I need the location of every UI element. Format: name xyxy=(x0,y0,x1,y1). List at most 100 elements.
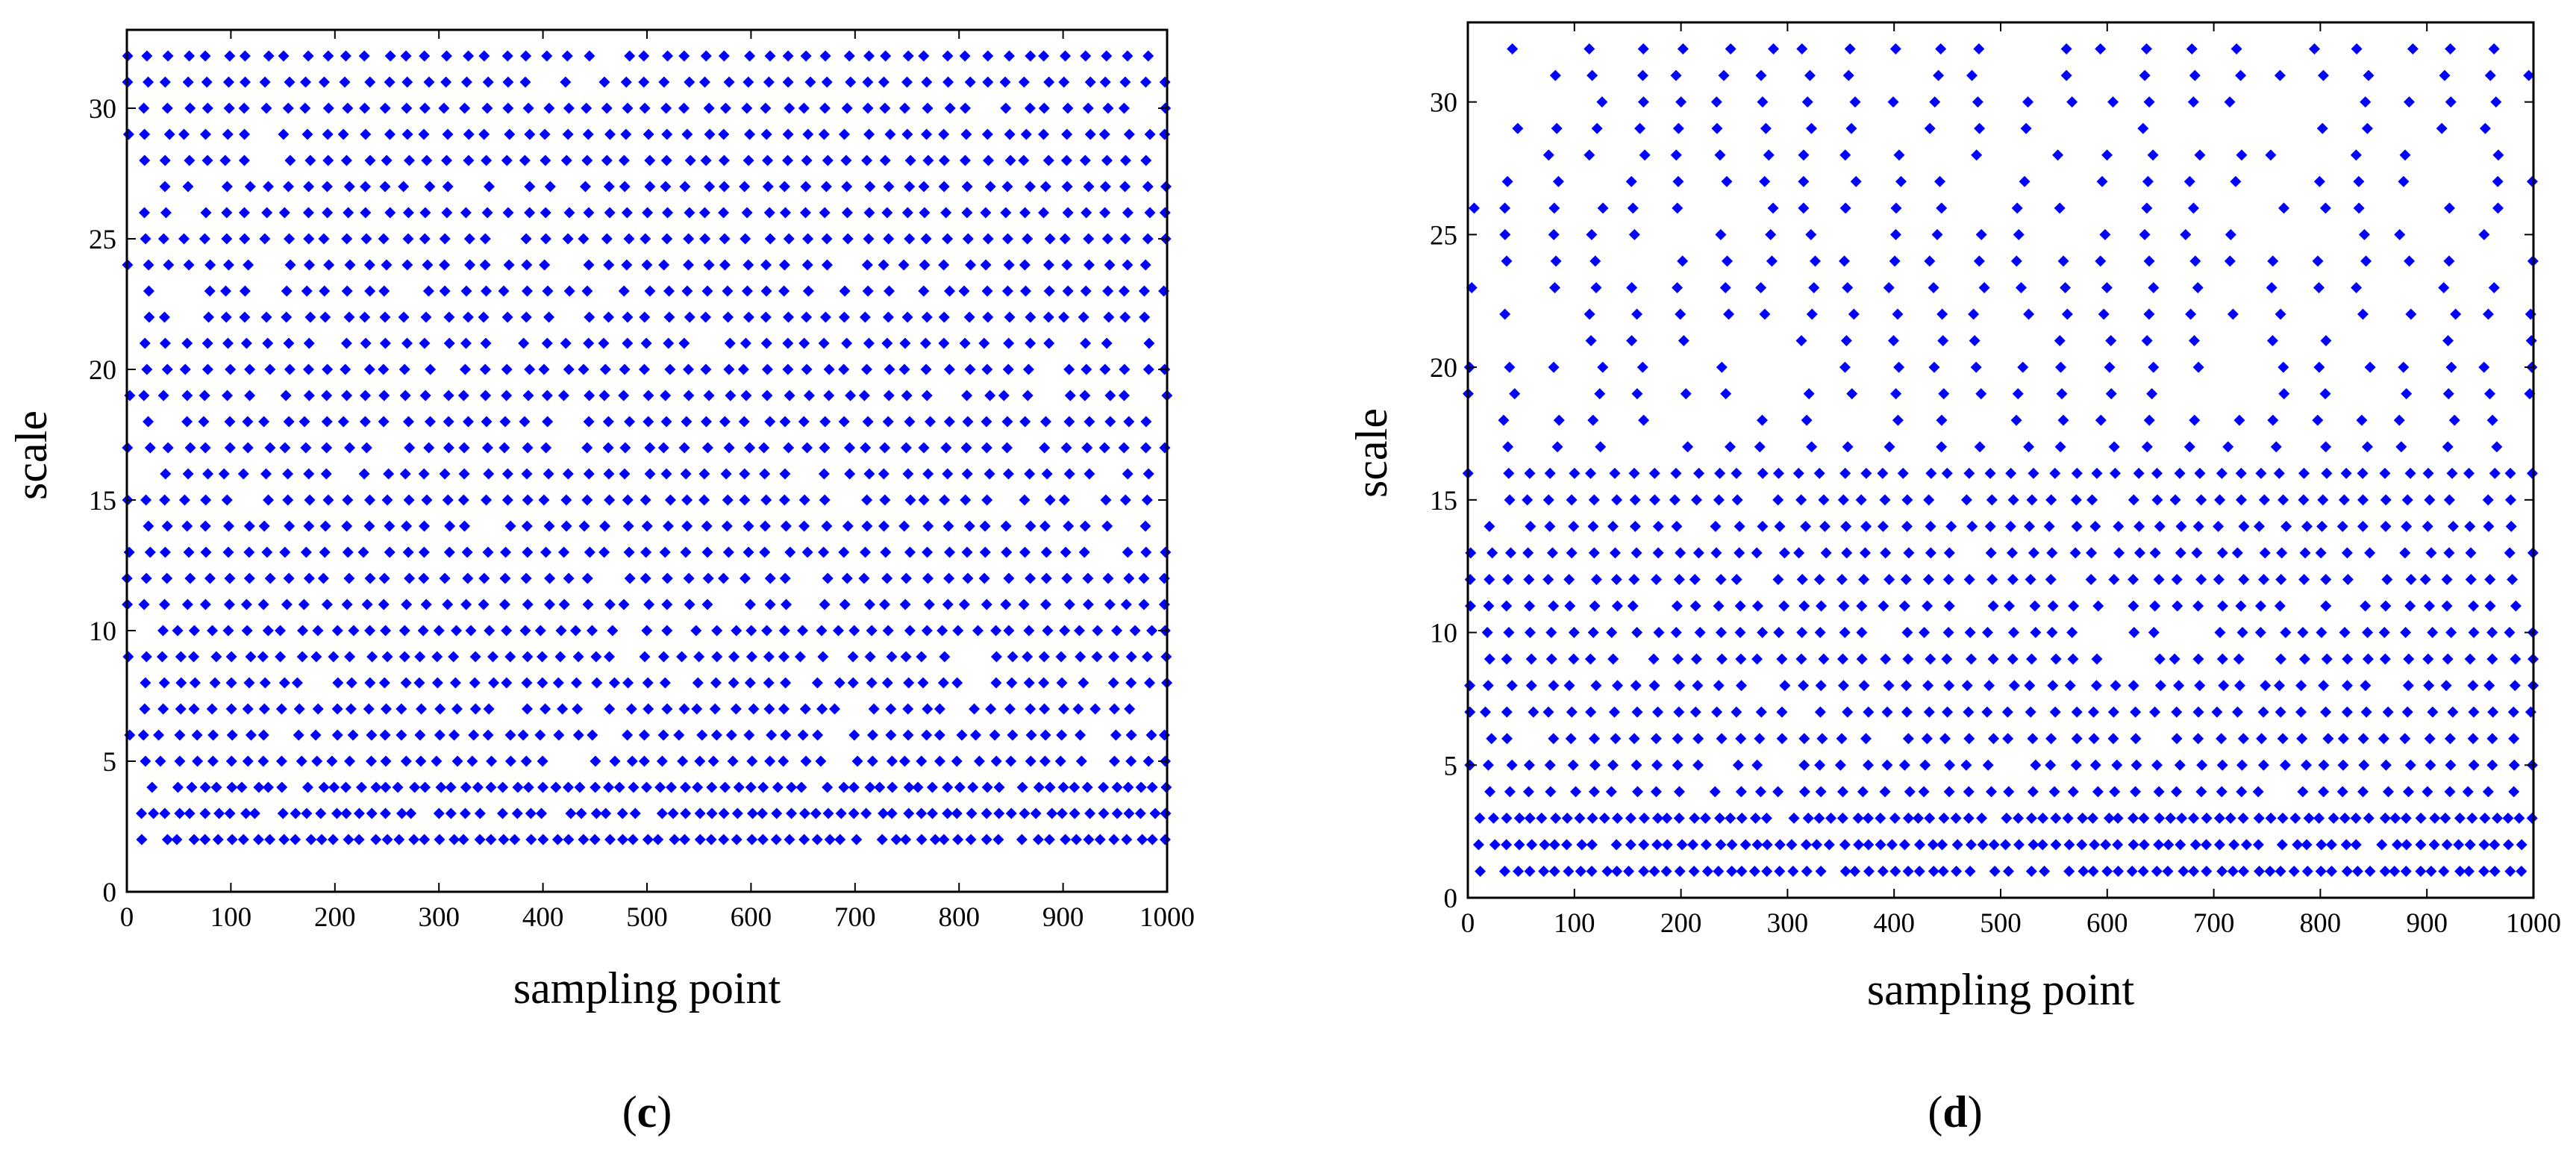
scatter-point xyxy=(1060,154,1072,166)
scatter-point xyxy=(1793,547,1805,559)
scatter-point xyxy=(1588,494,1600,506)
scatter-point xyxy=(360,207,372,219)
scatter-point xyxy=(243,677,255,689)
scatter-point xyxy=(574,781,586,793)
scatter-point xyxy=(2254,865,2266,877)
scatter-point xyxy=(522,599,534,610)
scatter-point xyxy=(1811,839,1823,851)
scatter-point xyxy=(832,625,844,637)
scatter-point xyxy=(622,311,634,323)
scatter-point xyxy=(379,729,391,741)
scatter-point xyxy=(2315,865,2327,877)
scatter-point xyxy=(860,363,872,375)
scatter-point xyxy=(616,807,628,819)
scatter-point xyxy=(139,207,151,219)
scatter-point xyxy=(1104,599,1116,610)
scatter-point xyxy=(480,337,492,349)
scatter-point xyxy=(848,729,860,741)
scatter-point xyxy=(343,181,355,193)
scatter-point xyxy=(378,363,390,375)
scatter-point xyxy=(343,834,354,846)
scatter-point xyxy=(1123,807,1135,819)
scatter-point xyxy=(2278,388,2290,400)
scatter-point xyxy=(486,755,498,767)
scatter-point xyxy=(2403,653,2415,665)
scatter-point xyxy=(435,781,447,793)
scatter-point xyxy=(2213,520,2225,532)
scatter-point xyxy=(1594,388,1606,400)
scatter-point xyxy=(398,181,410,193)
scatter-point xyxy=(1140,154,1152,166)
scatter-point xyxy=(140,494,152,506)
scatter-point xyxy=(664,363,676,375)
scatter-point xyxy=(622,520,634,532)
scatter-point xyxy=(203,311,215,323)
scatter-point xyxy=(2238,520,2250,532)
scatter-point xyxy=(1901,520,1913,532)
scatter-point xyxy=(1039,703,1051,715)
scatter-point xyxy=(938,834,950,846)
scatter-point xyxy=(1687,839,1699,851)
scatter-point xyxy=(760,494,772,506)
scatter-point xyxy=(540,442,552,454)
scatter-point xyxy=(2466,812,2478,824)
scatter-point xyxy=(1522,547,1534,559)
scatter-point xyxy=(1607,520,1619,532)
scatter-point xyxy=(821,520,833,532)
scatter-point xyxy=(283,337,295,349)
scatter-point xyxy=(2091,467,2103,479)
scatter-point xyxy=(319,285,331,297)
scatter-point xyxy=(2505,520,2517,532)
scatter-point xyxy=(416,703,428,715)
scatter-point xyxy=(1836,573,1848,585)
scatter-point xyxy=(2001,706,2013,718)
scatter-point xyxy=(2096,175,2108,187)
scatter-point xyxy=(2275,706,2286,718)
scatter-point xyxy=(479,363,491,375)
scatter-point xyxy=(1568,520,1580,532)
scatter-point xyxy=(1982,759,1994,771)
scatter-point xyxy=(1110,729,1122,741)
scatter-point xyxy=(1158,599,1170,610)
scatter-point xyxy=(2056,388,2068,400)
scatter-point xyxy=(764,572,776,584)
scatter-point xyxy=(2183,175,2195,187)
scatter-point xyxy=(1922,573,1934,585)
scatter-point xyxy=(2317,494,2329,506)
scatter-point xyxy=(1526,839,1538,851)
scatter-point xyxy=(801,311,813,323)
scatter-point xyxy=(2151,494,2163,506)
scatter-point xyxy=(760,128,772,140)
scatter-point xyxy=(661,625,673,637)
scatter-point xyxy=(918,285,930,297)
scatter-point xyxy=(2108,573,2120,585)
scatter-point xyxy=(244,390,256,401)
scatter-point xyxy=(257,599,269,610)
scatter-point xyxy=(2401,388,2413,400)
scatter-point xyxy=(2002,733,2014,745)
scatter-point xyxy=(984,181,996,193)
scatter-point xyxy=(2319,388,2331,400)
scatter-point xyxy=(684,599,695,610)
scatter-point xyxy=(801,442,813,454)
scatter-point xyxy=(1971,149,1983,161)
scatter-point xyxy=(1142,233,1154,245)
scatter-point xyxy=(311,755,323,767)
scatter-point xyxy=(866,755,878,767)
scatter-point xyxy=(1501,706,1513,718)
scatter-point xyxy=(1937,865,1949,877)
scatter-point xyxy=(916,755,928,767)
scatter-point xyxy=(2187,202,2199,214)
scatter-point xyxy=(1022,363,1034,375)
scatter-point xyxy=(518,337,530,349)
scatter-point xyxy=(1943,600,1955,612)
scatter-point xyxy=(579,181,591,193)
scatter-point xyxy=(640,781,652,793)
scatter-point xyxy=(1650,786,1662,798)
scatter-point xyxy=(2011,202,2023,214)
scatter-point xyxy=(2312,255,2324,267)
scatter-point xyxy=(898,363,910,375)
scatter-point xyxy=(422,285,434,297)
scatter-point xyxy=(587,729,598,741)
scatter-point xyxy=(1776,706,1788,718)
